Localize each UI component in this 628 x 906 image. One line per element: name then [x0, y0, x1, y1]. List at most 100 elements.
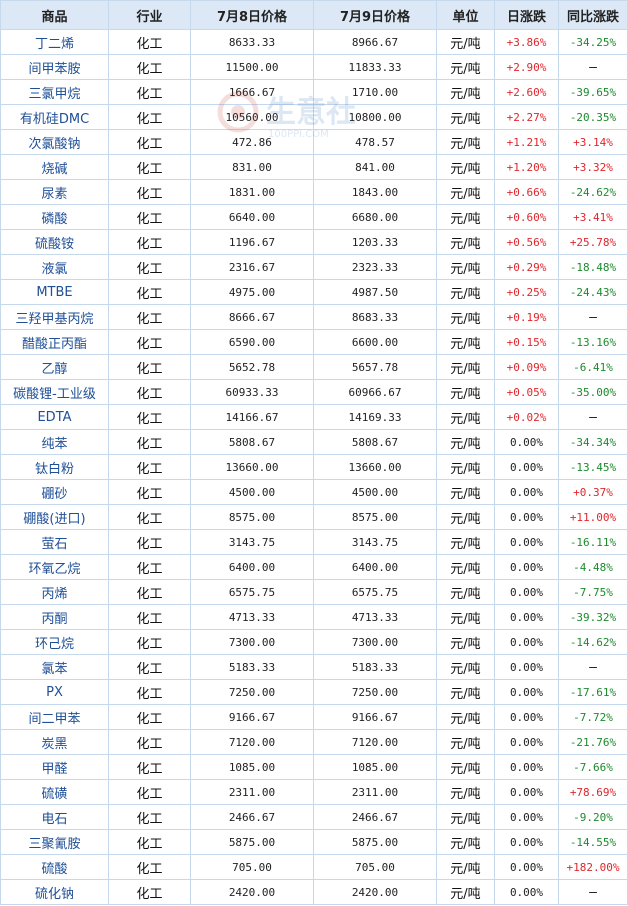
commodity-name[interactable]: 次氯酸钠: [0, 129, 109, 155]
commodity-name[interactable]: 纯苯: [0, 429, 109, 455]
daily-change-cell: 0.00%: [494, 804, 559, 830]
industry-cell: 化工: [108, 554, 191, 580]
commodity-name[interactable]: 尿素: [0, 179, 109, 205]
yoy-change-cell: —: [558, 879, 628, 905]
table-row: 次氯酸钠 化工 472.86 478.57 元/吨 +1.21% +3.14%: [0, 129, 628, 155]
commodity-name[interactable]: 硼砂: [0, 479, 109, 505]
yoy-change-cell: -20.35%: [558, 104, 628, 130]
commodity-name[interactable]: 磷酸: [0, 204, 109, 230]
commodity-name[interactable]: MTBE: [0, 279, 109, 305]
commodity-name[interactable]: 炭黑: [0, 729, 109, 755]
commodity-name[interactable]: EDTA: [0, 404, 109, 430]
table-row: 液氯 化工 2316.67 2323.33 元/吨 +0.29% -18.48%: [0, 254, 628, 280]
header-price-jul8: 7月8日价格: [190, 0, 314, 30]
price-jul9-cell: 2323.33: [313, 254, 437, 280]
commodity-name[interactable]: PX: [0, 679, 109, 705]
commodity-name[interactable]: 间二甲苯: [0, 704, 109, 730]
commodity-name[interactable]: 甲醛: [0, 754, 109, 780]
industry-cell: 化工: [108, 654, 191, 680]
commodity-name[interactable]: 萤石: [0, 529, 109, 555]
daily-change-cell: 0.00%: [494, 779, 559, 805]
price-jul9-cell: 6680.00: [313, 204, 437, 230]
commodity-name[interactable]: 三羟甲基丙烷: [0, 304, 109, 330]
unit-cell: 元/吨: [436, 554, 495, 580]
table-row: 硫化钠 化工 2420.00 2420.00 元/吨 0.00% —: [0, 879, 628, 905]
price-jul8-cell: 2316.67: [190, 254, 314, 280]
table-row: MTBE 化工 4975.00 4987.50 元/吨 +0.25% -24.43%: [0, 279, 628, 305]
industry-cell: 化工: [108, 129, 191, 155]
unit-cell: 元/吨: [436, 54, 495, 80]
commodity-name[interactable]: 硫化钠: [0, 879, 109, 905]
daily-change-cell: +2.27%: [494, 104, 559, 130]
commodity-name[interactable]: 三聚氰胺: [0, 829, 109, 855]
unit-cell: 元/吨: [436, 129, 495, 155]
unit-cell: 元/吨: [436, 504, 495, 530]
yoy-change-cell: —: [558, 404, 628, 430]
daily-change-cell: 0.00%: [494, 429, 559, 455]
unit-cell: 元/吨: [436, 854, 495, 880]
daily-change-cell: +1.20%: [494, 154, 559, 180]
commodity-name[interactable]: 氯苯: [0, 654, 109, 680]
commodity-name[interactable]: 硼酸(进口): [0, 504, 109, 530]
yoy-change-cell: -14.55%: [558, 829, 628, 855]
industry-cell: 化工: [108, 279, 191, 305]
price-jul8-cell: 2311.00: [190, 779, 314, 805]
table-row: 磷酸 化工 6640.00 6680.00 元/吨 +0.60% +3.41%: [0, 204, 628, 230]
commodity-name[interactable]: 液氯: [0, 254, 109, 280]
daily-change-cell: 0.00%: [494, 629, 559, 655]
yoy-change-cell: -18.48%: [558, 254, 628, 280]
yoy-change-cell: -24.62%: [558, 179, 628, 205]
yoy-change-cell: -4.48%: [558, 554, 628, 580]
unit-cell: 元/吨: [436, 704, 495, 730]
commodity-name[interactable]: 丙烯: [0, 579, 109, 605]
commodity-name[interactable]: 有机硅DMC: [0, 104, 109, 130]
price-jul9-cell: 8966.67: [313, 29, 437, 55]
price-jul8-cell: 705.00: [190, 854, 314, 880]
table-row: 三氯甲烷 化工 1666.67 1710.00 元/吨 +2.60% -39.65%: [0, 79, 628, 105]
table-row: EDTA 化工 14166.67 14169.33 元/吨 +0.02% —: [0, 404, 628, 430]
header-industry: 行业: [108, 0, 191, 30]
commodity-name[interactable]: 硫酸铵: [0, 229, 109, 255]
daily-change-cell: 0.00%: [494, 729, 559, 755]
industry-cell: 化工: [108, 504, 191, 530]
commodity-name[interactable]: 烧碱: [0, 154, 109, 180]
unit-cell: 元/吨: [436, 754, 495, 780]
industry-cell: 化工: [108, 54, 191, 80]
price-jul9-cell: 10800.00: [313, 104, 437, 130]
price-jul8-cell: 1085.00: [190, 754, 314, 780]
commodity-name[interactable]: 环氧乙烷: [0, 554, 109, 580]
daily-change-cell: +0.25%: [494, 279, 559, 305]
table-row: 间甲苯胺 化工 11500.00 11833.33 元/吨 +2.90% —: [0, 54, 628, 80]
commodity-name[interactable]: 硫磺: [0, 779, 109, 805]
daily-change-cell: 0.00%: [494, 604, 559, 630]
price-jul9-cell: 841.00: [313, 154, 437, 180]
commodity-name[interactable]: 硫酸: [0, 854, 109, 880]
table-row: 碳酸锂-工业级 化工 60933.33 60966.67 元/吨 +0.05% -35.00…: [0, 379, 628, 405]
table-row: 电石 化工 2466.67 2466.67 元/吨 0.00% -9.20%: [0, 804, 628, 830]
industry-cell: 化工: [108, 604, 191, 630]
commodity-name[interactable]: 三氯甲烷: [0, 79, 109, 105]
commodity-name[interactable]: 丁二烯: [0, 29, 109, 55]
commodity-name[interactable]: 丙酮: [0, 604, 109, 630]
unit-cell: 元/吨: [436, 779, 495, 805]
unit-cell: 元/吨: [436, 804, 495, 830]
industry-cell: 化工: [108, 804, 191, 830]
table-row: 硼酸(进口) 化工 8575.00 8575.00 元/吨 0.00% +11.00%: [0, 504, 628, 530]
commodity-name[interactable]: 醋酸正丙酯: [0, 329, 109, 355]
price-jul9-cell: 1085.00: [313, 754, 437, 780]
price-jul8-cell: 1196.67: [190, 229, 314, 255]
price-jul8-cell: 472.86: [190, 129, 314, 155]
commodity-name[interactable]: 钛白粉: [0, 454, 109, 480]
price-jul9-cell: 3143.75: [313, 529, 437, 555]
industry-cell: 化工: [108, 179, 191, 205]
industry-cell: 化工: [108, 29, 191, 55]
header-price-jul9: 7月9日价格: [313, 0, 437, 30]
commodity-name[interactable]: 碳酸锂-工业级: [0, 379, 109, 405]
commodity-name[interactable]: 乙醇: [0, 354, 109, 380]
yoy-change-cell: -21.76%: [558, 729, 628, 755]
commodity-name[interactable]: 环己烷: [0, 629, 109, 655]
commodity-name[interactable]: 电石: [0, 804, 109, 830]
commodity-name[interactable]: 间甲苯胺: [0, 54, 109, 80]
unit-cell: 元/吨: [436, 879, 495, 905]
unit-cell: 元/吨: [436, 154, 495, 180]
